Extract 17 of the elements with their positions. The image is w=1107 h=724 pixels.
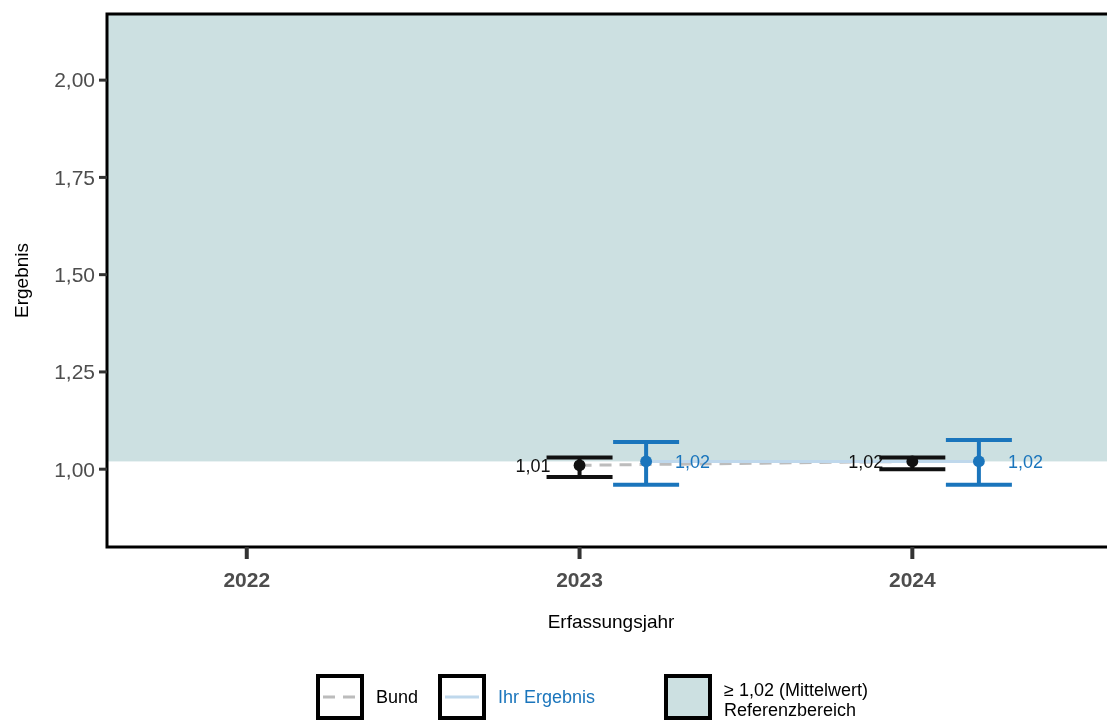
legend-label: Ihr Ergebnis bbox=[498, 687, 596, 708]
x-tick-label: 2022 bbox=[223, 568, 271, 591]
data-label: 1,01 bbox=[515, 455, 551, 476]
x-tick-label: 2024 bbox=[888, 568, 937, 591]
legend-label: ≥ 1,02 (Mittelwert) Referenzbereich bbox=[724, 680, 868, 721]
data-label: 1,02 bbox=[848, 451, 884, 472]
y-tick-label: 1,75 bbox=[54, 165, 95, 189]
y-tick-label: 1,50 bbox=[54, 263, 95, 287]
y-axis-title: Ergebnis bbox=[11, 243, 32, 318]
y-tick-label: 2,00 bbox=[54, 68, 95, 92]
x-axis-title: Erfassungsjahr bbox=[547, 611, 676, 632]
legend-label: Bund bbox=[376, 687, 419, 708]
y-tick-label: 1,25 bbox=[54, 360, 95, 384]
y-tick-label: 1,00 bbox=[54, 457, 95, 481]
data-label: 1,02 bbox=[1007, 451, 1043, 472]
data-label: 1,02 bbox=[675, 451, 711, 472]
x-tick-label: 2023 bbox=[556, 568, 603, 591]
